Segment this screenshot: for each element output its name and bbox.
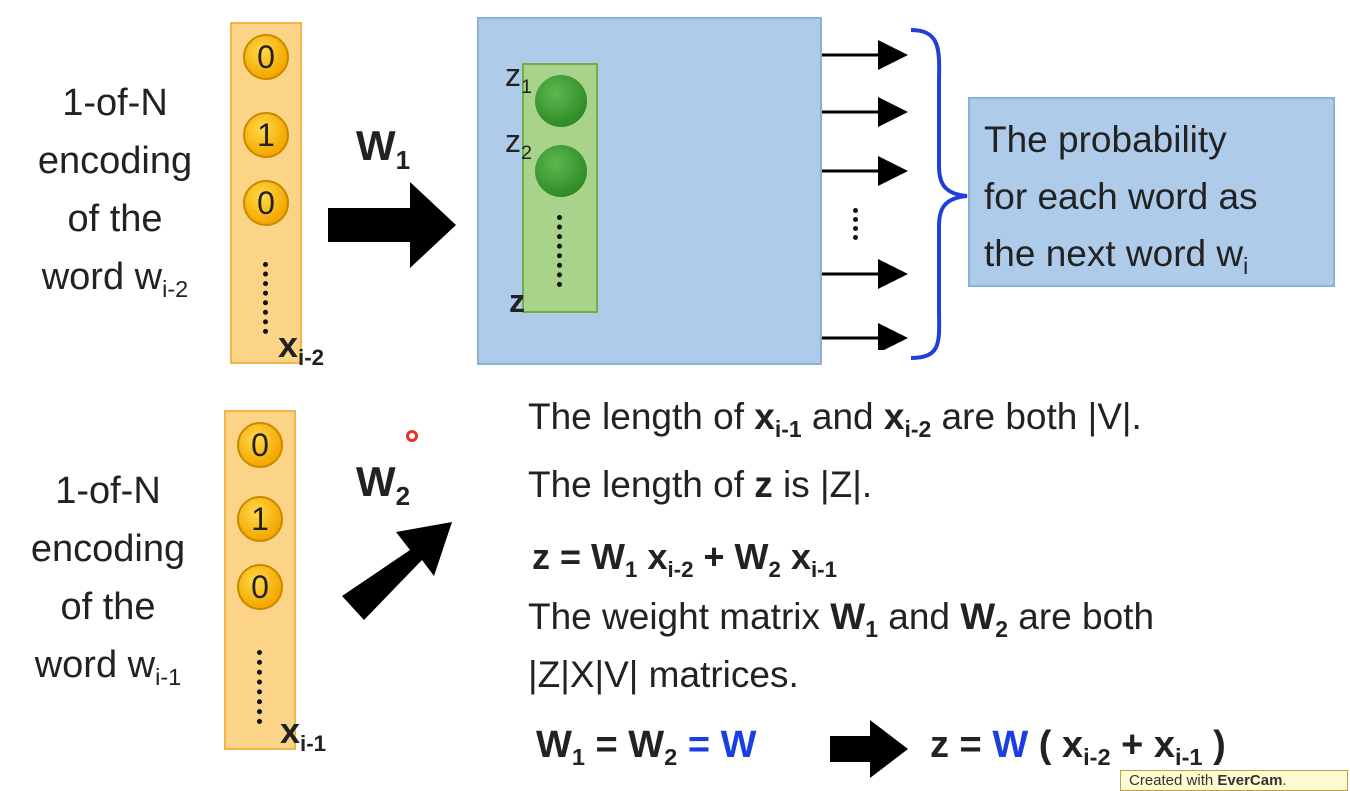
- top-vector-var: xi-2: [278, 324, 325, 370]
- bottom-bit-3: 0: [237, 564, 283, 610]
- output-text-line-1: The probability: [984, 119, 1227, 160]
- w1-label: W1: [356, 122, 411, 176]
- weight-tie: W1 = W2 = W: [536, 724, 757, 771]
- bottom-label-line-2: encoding: [30, 528, 186, 570]
- output-dots: [853, 208, 864, 240]
- evercam-watermark: Created with EverCam.: [1120, 770, 1348, 791]
- note-line-1: The length of xi-1 and xi-2 are both |V|…: [528, 396, 1142, 443]
- note-line-2: The length of z is |Z|.: [528, 464, 873, 505]
- hidden-node-1: [535, 75, 587, 127]
- cursor-dot: [406, 430, 418, 442]
- top-bit-1: 0: [243, 34, 289, 80]
- bottom-label-line-3: of the: [60, 586, 156, 628]
- output-text-line-2: for each word as: [984, 176, 1258, 217]
- bottom-label-line-4: word wi-1: [34, 644, 182, 691]
- hidden-node-2: [535, 145, 587, 197]
- hidden-layer: [522, 63, 598, 313]
- output-text-line-3: the next word wi: [984, 233, 1249, 280]
- w1-arrow: [328, 182, 456, 268]
- top-input-vector: 0 1 0: [230, 22, 302, 364]
- top-vector-dots: [263, 262, 274, 334]
- top-label-line-2: encoding: [37, 140, 193, 182]
- bottom-input-label: 1-of-N encoding of the word wi-1: [8, 462, 208, 694]
- top-input-label: 1-of-N encoding of the word wi-2: [15, 74, 215, 306]
- formula-z: z = W1 xi-2 + W2 xi-1: [532, 536, 838, 582]
- top-label-line-4: word wi-2: [41, 256, 189, 303]
- output-box: The probability for each word as the nex…: [968, 97, 1335, 287]
- output-arrows: [822, 40, 908, 350]
- bottom-vector-dots: [257, 650, 268, 724]
- top-bit-2: 1: [243, 112, 289, 158]
- z1-label: z1: [505, 57, 533, 98]
- z2-label: z2: [505, 123, 533, 164]
- top-bit-3: 0: [243, 180, 289, 226]
- top-label-line-1: 1-of-N: [62, 82, 168, 124]
- result-arrow: [830, 720, 908, 778]
- output-brace: [910, 28, 968, 360]
- bottom-input-vector: 0 1 0: [224, 410, 296, 750]
- top-label-line-3: of the: [67, 198, 163, 240]
- w2-arrow: [342, 522, 452, 620]
- note-line-5: |Z|X|V| matrices.: [528, 654, 799, 695]
- note-line-4: The weight matrix W1 and W2 are both: [528, 596, 1155, 643]
- w2-label: W2: [356, 458, 411, 512]
- result-formula: z = W ( xi-2 + xi-1 ): [930, 724, 1226, 771]
- bottom-vector-var: xi-1: [280, 710, 327, 756]
- z-label: z: [509, 283, 525, 319]
- bottom-label-line-1: 1-of-N: [55, 470, 161, 512]
- bottom-bit-2: 1: [237, 496, 283, 542]
- bottom-bit-1: 0: [237, 422, 283, 468]
- network-box: z1 z2 z: [477, 17, 822, 365]
- hidden-dots: [557, 215, 568, 287]
